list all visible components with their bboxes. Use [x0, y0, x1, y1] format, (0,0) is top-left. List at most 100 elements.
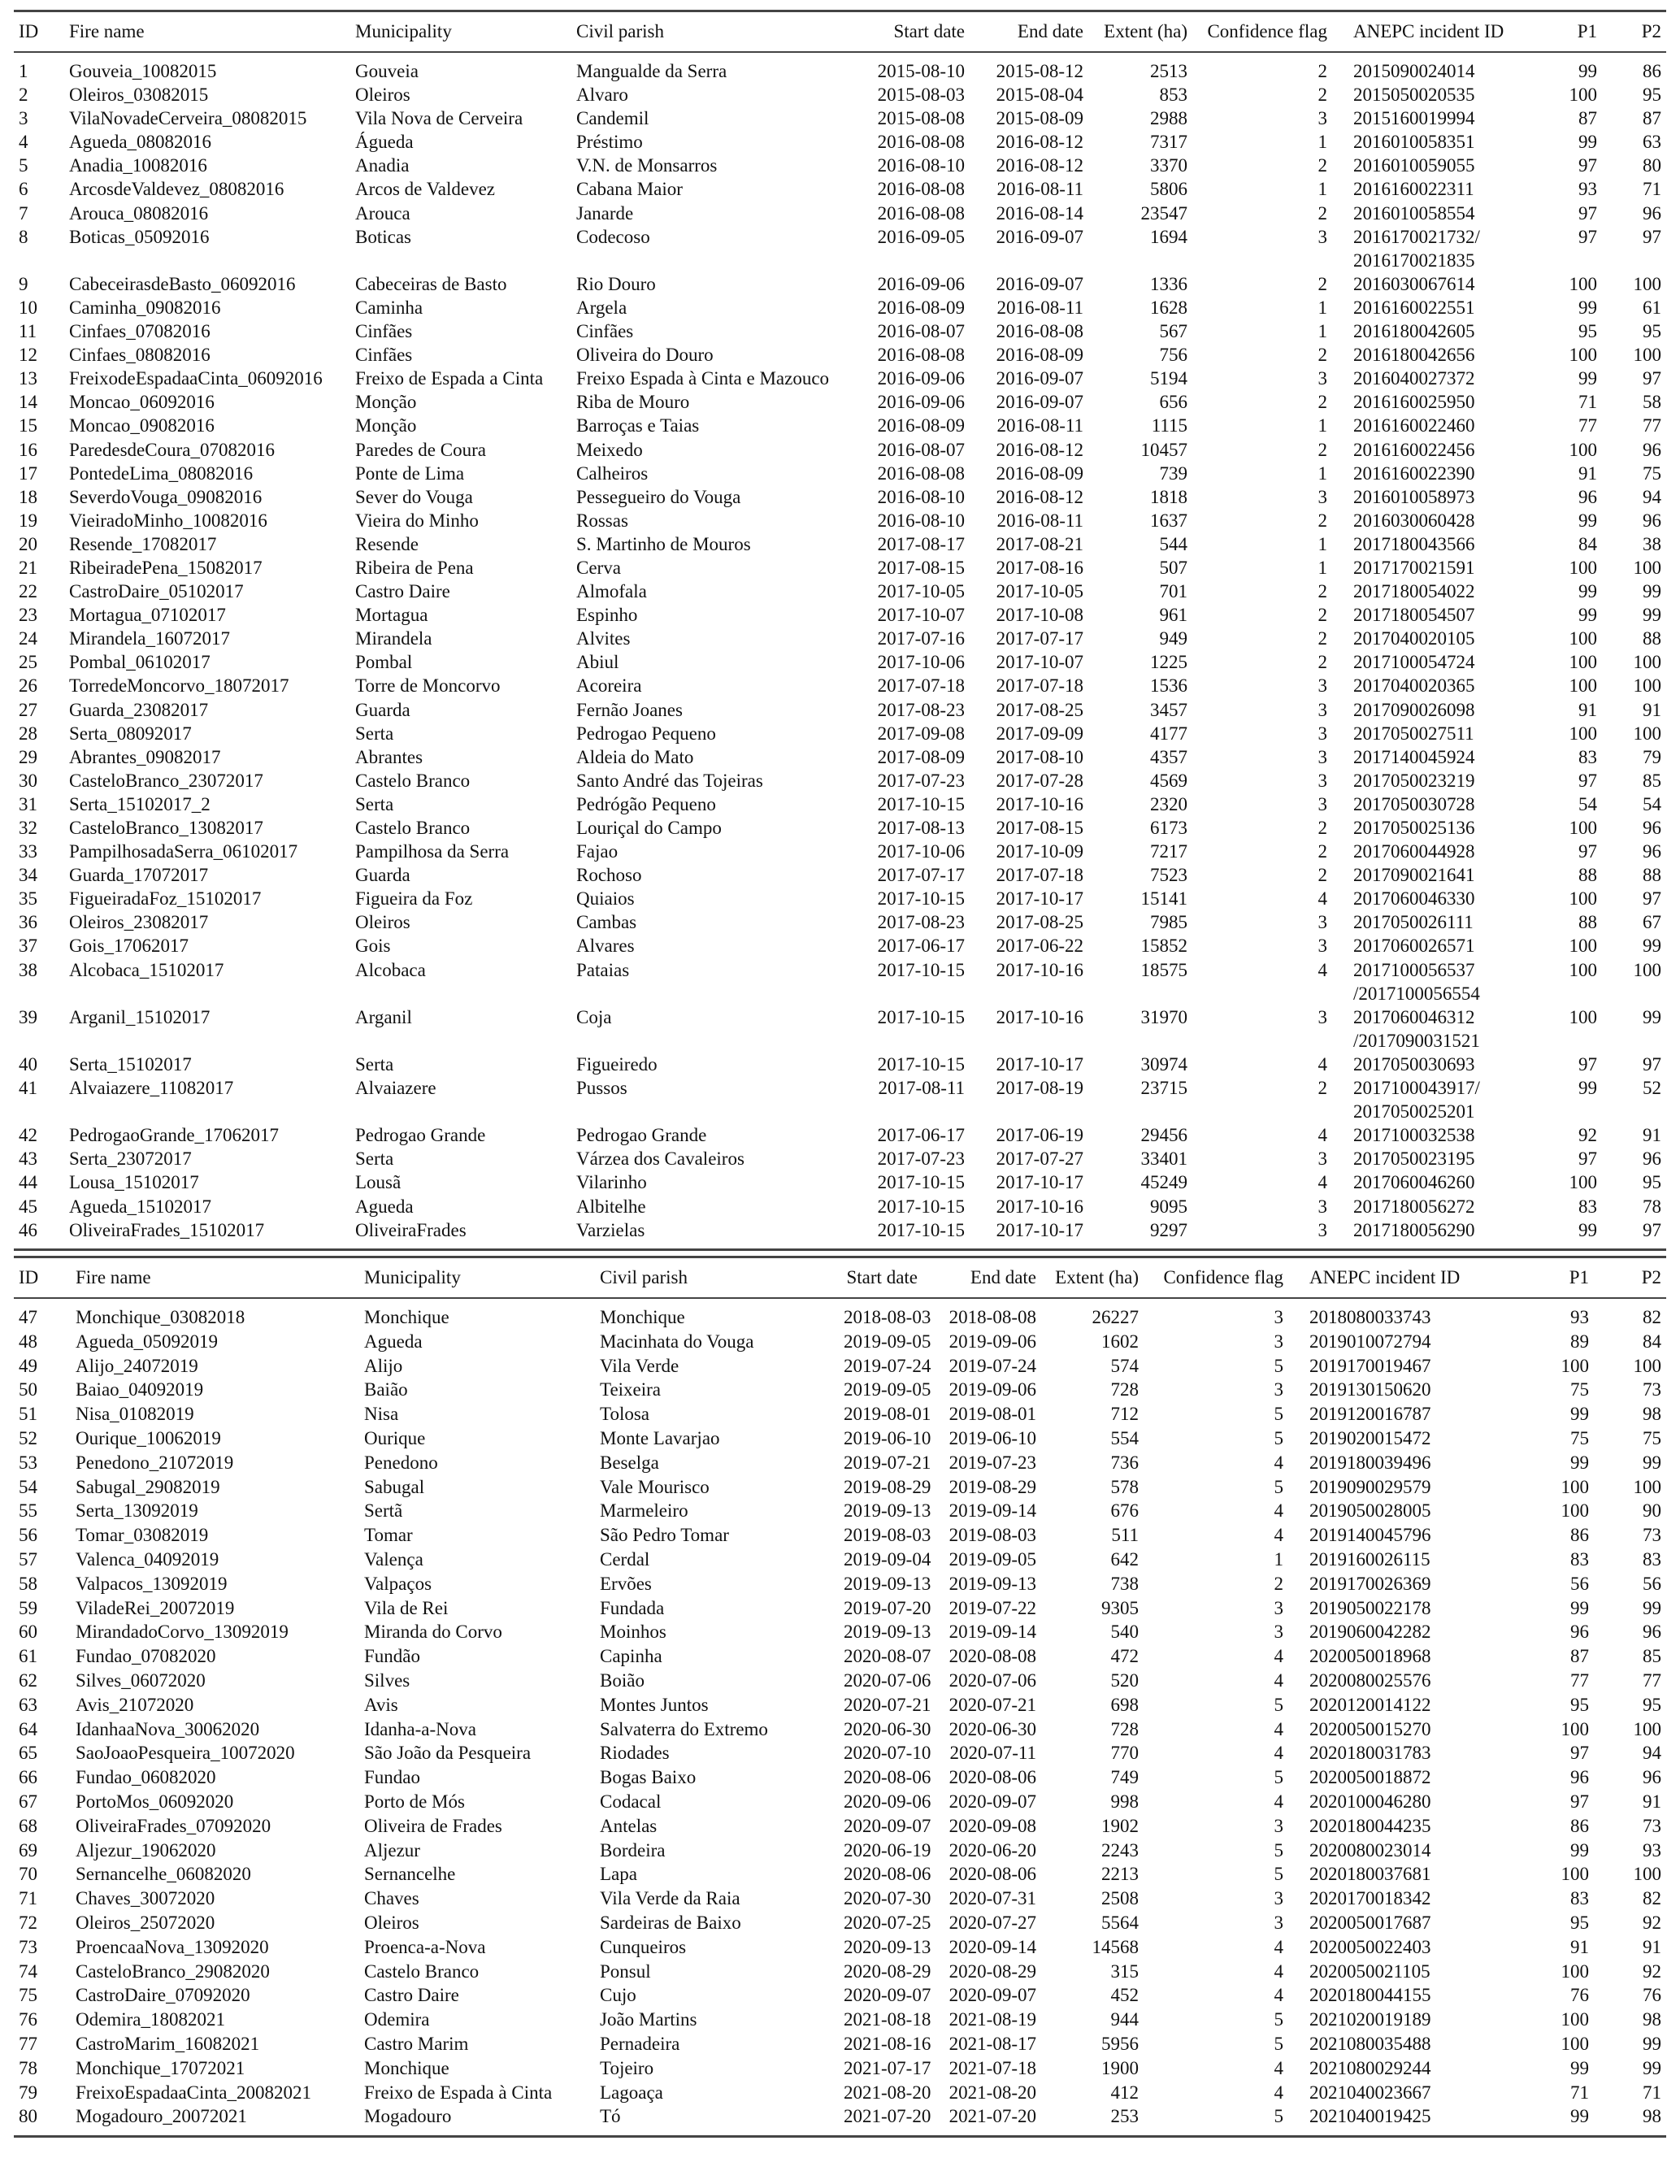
cell-municipality: Castelo Branco: [355, 770, 471, 791]
cell-end-date: 2017-08-15: [996, 818, 1083, 838]
cell-id: 55: [19, 1500, 37, 1522]
table-row: 40 Serta_15102017 Serta Figueiredo 2017-10-1…: [14, 1053, 1666, 1076]
cell-civil-parish: V.N. de Monsarros: [576, 155, 718, 176]
cell-id: 67: [19, 1791, 37, 1812]
cell-confidence-flag: 4: [1274, 2057, 1284, 2078]
cell-confidence-flag: 3: [1318, 675, 1328, 697]
cell-p2: 91: [1643, 1125, 1661, 1146]
cell-civil-parish: Macinhata do Vouga: [600, 1331, 754, 1352]
cell-anepc-incident-id: 2017060046312 /2017090031521: [1353, 1006, 1480, 1051]
table-row: 66 Fundao_06082020 Fundao Bogas Baixo 2020-0…: [14, 1765, 1666, 1790]
cell-p2: 97: [1643, 368, 1661, 389]
cell-confidence-flag: 3: [1318, 723, 1328, 744]
cell-fire-name: Oleiros_25072020: [76, 1912, 215, 1933]
cell-fire-name: Fundao_06082020: [76, 1767, 216, 1788]
table-row: 60 MirandadoCorvo_13092019 Miranda do Corv…: [14, 1620, 1666, 1644]
cell-fire-name: Ourique_10062019: [76, 1427, 221, 1448]
cell-civil-parish: Marmeleiro: [600, 1500, 688, 1522]
cell-municipality: Odemira: [364, 2009, 430, 2030]
cell-confidence-flag: 2: [1318, 85, 1328, 106]
cell-civil-parish: Pataias: [576, 959, 630, 980]
cell-fire-name: Avis_21072020: [76, 1694, 194, 1715]
cell-id: 42: [19, 1125, 37, 1146]
cell-end-date: 2017-10-17: [996, 1172, 1083, 1193]
cell-p1: 99: [1570, 2106, 1589, 2127]
cell-anepc-incident-id: 2020180037681: [1309, 1864, 1431, 1885]
cell-start-date: 2017-10-07: [877, 605, 965, 626]
column-header-civil-parish: Civil parish: [576, 21, 664, 41]
cell-anepc-incident-id: 2017050027511: [1353, 723, 1474, 744]
cell-id: 32: [19, 818, 37, 838]
cell-municipality: Sernancelhe: [364, 1864, 456, 1885]
cell-id: 35: [19, 888, 37, 910]
cell-municipality: Freixo de Espada à Cinta: [364, 2082, 553, 2103]
cell-p2: 97: [1643, 888, 1661, 910]
table-row: 28 Serta_08092017 Serta Pedrogao Pequeno 201…: [14, 722, 1666, 745]
cell-p1: 95: [1570, 1694, 1589, 1715]
cell-end-date: 2019-09-14: [949, 1622, 1036, 1643]
cell-civil-parish: Alvites: [576, 628, 631, 649]
cell-fire-name: FreixoEspadaaCinta_20082021: [76, 2082, 312, 2103]
cell-p1: 99: [1578, 1078, 1597, 1099]
cell-confidence-flag: 4: [1274, 1669, 1284, 1691]
cell-extent: 9095: [1150, 1196, 1187, 1217]
cell-p2: 96: [1643, 1148, 1661, 1170]
cell-p2: 90: [1643, 1500, 1661, 1522]
cell-p2: 76: [1643, 1985, 1661, 2006]
cell-p1: 100: [1569, 628, 1598, 649]
cell-municipality: Caminha: [355, 297, 423, 318]
cell-fire-name: Alcobaca_15102017: [69, 959, 224, 980]
cell-anepc-incident-id: 2017180054022: [1353, 581, 1475, 602]
cell-start-date: 2017-08-23: [877, 699, 965, 720]
cell-start-date: 2017-10-05: [877, 581, 965, 602]
cell-p1: 100: [1569, 723, 1598, 744]
cell-confidence-flag: 4: [1274, 1646, 1284, 1667]
cell-start-date: 2017-10-15: [877, 1219, 965, 1240]
cell-extent: 253: [1110, 2106, 1140, 2127]
cell-municipality: Gois: [355, 936, 391, 957]
cell-confidence-flag: 4: [1274, 1960, 1284, 1982]
cell-confidence-flag: 4: [1274, 1500, 1284, 1522]
cell-anepc-incident-id: 2020080025576: [1309, 1669, 1431, 1691]
cell-anepc-incident-id: 2017050030728: [1353, 793, 1475, 814]
cell-fire-name: CasteloBranco_13082017: [69, 818, 263, 838]
cell-p2: 75: [1643, 462, 1661, 484]
cell-end-date: 2019-07-24: [949, 1355, 1036, 1376]
cell-p2: 100: [1633, 652, 1662, 673]
cell-start-date: 2016-09-06: [877, 273, 965, 294]
cell-confidence-flag: 4: [1274, 1743, 1284, 1764]
cell-start-date: 2016-08-10: [877, 510, 965, 531]
cell-extent: 452: [1110, 1985, 1140, 2006]
cell-id: 78: [19, 2057, 37, 2078]
cell-municipality: Anadia: [355, 155, 410, 176]
cell-end-date: 2016-08-09: [996, 345, 1083, 366]
cell-anepc-incident-id: 2017180054507: [1353, 605, 1475, 626]
cell-confidence-flag: 3: [1318, 226, 1328, 247]
cell-p1: 99: [1578, 510, 1597, 531]
cell-civil-parish: Pessegueiro do Vouga: [576, 486, 741, 507]
cell-id: 43: [19, 1148, 37, 1170]
cell-start-date: 2016-08-07: [877, 321, 965, 342]
cell-p2: 75: [1643, 1427, 1661, 1448]
cell-id: 34: [19, 865, 37, 886]
cell-id: 80: [19, 2106, 37, 2127]
cell-confidence-flag: 4: [1274, 1936, 1284, 1957]
cell-start-date: 2017-10-15: [877, 888, 965, 910]
cell-anepc-incident-id: 2020100046280: [1309, 1791, 1431, 1812]
table-row: 37 Gois_17062017 Gois Alvares 2017-06-17 2017…: [14, 934, 1666, 957]
cell-end-date: 2020-08-08: [949, 1646, 1036, 1667]
table-row: 29 Abrantes_09082017 Abrantes Aldeia do Mat…: [14, 745, 1666, 769]
cell-fire-name: Oleiros_23082017: [69, 912, 209, 933]
cell-start-date: 2017-07-23: [877, 770, 965, 791]
cell-id: 70: [19, 1864, 37, 1885]
cell-confidence-flag: 3: [1274, 1597, 1284, 1618]
cell-municipality: Vila Nova de Cerveira: [355, 108, 523, 129]
cell-p1: 91: [1570, 1936, 1589, 1957]
cell-extent: 578: [1110, 1476, 1140, 1497]
cell-end-date: 2015-08-09: [996, 108, 1083, 129]
cell-extent: 2320: [1150, 793, 1187, 814]
cell-fire-name: Caminha_09082016: [69, 297, 221, 318]
table-row: 70 Sernancelhe_06082020 Sernancelhe Lapa 202…: [14, 1862, 1666, 1887]
cell-id: 5: [19, 155, 28, 176]
cell-end-date: 2020-06-30: [949, 1718, 1036, 1739]
